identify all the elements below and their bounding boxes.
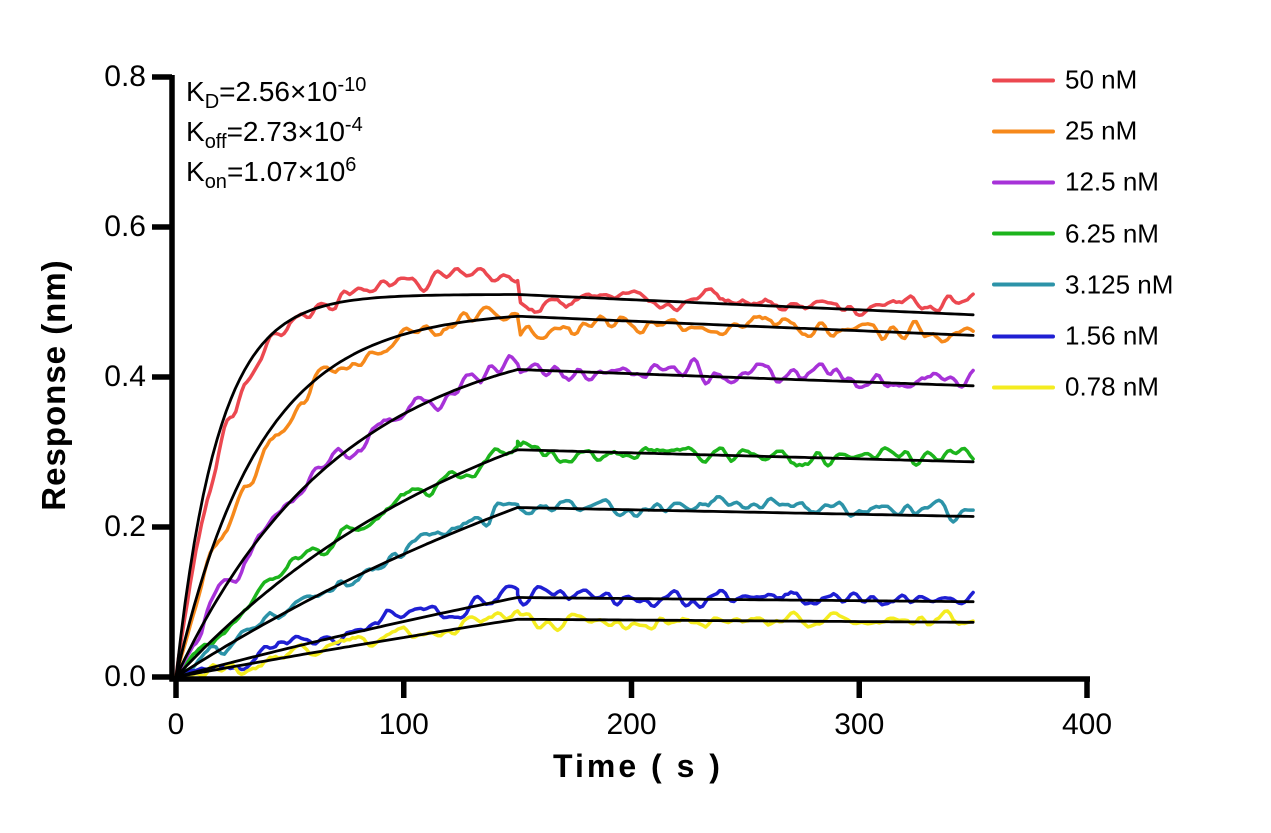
fit-curve-25-nM bbox=[174, 314, 975, 679]
y-tick-label: 0.6 bbox=[104, 210, 146, 243]
data-curve-3.125-nM bbox=[174, 495, 975, 679]
fit-curve-12.5-nM bbox=[174, 368, 975, 679]
x-tick-label: 200 bbox=[606, 708, 657, 741]
x-tick-label: 400 bbox=[1061, 708, 1113, 741]
curves-layer bbox=[174, 266, 975, 679]
kon-annotation: Kon=1.07×106 bbox=[186, 154, 357, 193]
kinetics-annotation: KD=2.56×10-10 Koff=2.73×10-4 Kon=1.07×10… bbox=[186, 72, 366, 192]
axes-layer bbox=[152, 74, 1090, 698]
fit-curve-1.56-nM bbox=[174, 596, 975, 679]
y-tick-label: 0.2 bbox=[104, 510, 146, 543]
data-curve-12.5-nM bbox=[174, 354, 975, 679]
fit-curve-3.125-nM bbox=[174, 506, 975, 679]
koff-annotation: Koff=2.73×10-4 bbox=[186, 114, 363, 153]
data-curve-6.25-nM bbox=[174, 439, 975, 679]
y-tick-label: 0.0 bbox=[104, 660, 146, 693]
kd-annotation: KD=2.56×10-10 bbox=[186, 74, 367, 113]
fit-curve-6.25-nM bbox=[174, 448, 975, 679]
x-axis-title: Time ( s ) bbox=[553, 748, 723, 784]
x-tick-label: 100 bbox=[378, 708, 429, 741]
y-tick-label: 0.4 bbox=[104, 360, 146, 393]
data-curve-1.56-nM bbox=[174, 584, 975, 679]
x-tick-label: 0 bbox=[167, 708, 185, 741]
fit-curve-50-nM bbox=[174, 293, 975, 679]
x-tick-label: 300 bbox=[834, 708, 885, 741]
fit-curve-0.78-nM bbox=[174, 617, 975, 679]
y-tick-label: 0.8 bbox=[104, 60, 146, 93]
